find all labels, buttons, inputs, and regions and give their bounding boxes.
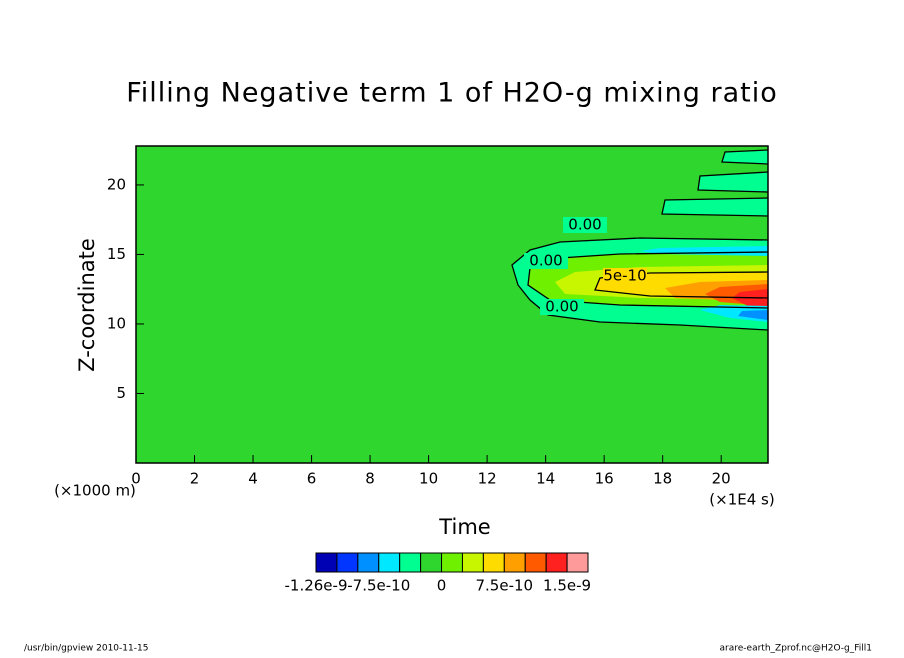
contour-line bbox=[661, 149, 769, 217]
contour-label-bg bbox=[524, 253, 568, 269]
colorbar-tick-label: -1.26e-9 bbox=[285, 577, 348, 595]
colorbar-tick-label: 1.5e-9 bbox=[543, 577, 591, 595]
colorbar-box bbox=[336, 552, 359, 573]
colorbar-tick-label: 7.5e-10 bbox=[476, 577, 534, 595]
colorbar-tick-label: 0 bbox=[437, 577, 447, 595]
colorbar-box bbox=[524, 552, 547, 573]
colorbar-box bbox=[399, 552, 422, 573]
colorbar-box bbox=[503, 552, 526, 573]
contour-fill bbox=[700, 305, 768, 322]
x-tick-label: 16 bbox=[595, 470, 614, 488]
x-tick-label: 10 bbox=[419, 470, 438, 488]
contour-line bbox=[594, 271, 769, 299]
contour-line bbox=[511, 237, 769, 331]
colorbar-box bbox=[482, 552, 505, 573]
chart-title: Filling Negative term 1 of H2O-g mixing … bbox=[126, 78, 778, 109]
contour-line bbox=[527, 251, 769, 309]
x-axis-unit: (×1E4 s) bbox=[709, 491, 774, 509]
contour-fill bbox=[738, 310, 768, 320]
y-tick-label: 5 bbox=[116, 384, 126, 402]
contour-label: 0.00 bbox=[545, 298, 578, 316]
y-axis-label: Z-coordinate bbox=[75, 238, 99, 372]
colorbar-box bbox=[357, 552, 380, 573]
contour-label-bg bbox=[563, 217, 607, 233]
colorbar-box bbox=[378, 552, 401, 573]
contour-label: 0.00 bbox=[529, 252, 562, 270]
footer-left: /usr/bin/gpview 2010-11-15 bbox=[24, 644, 148, 654]
footer-right: arare-earth_Zprof.nc@H2O-g_Fill1 bbox=[720, 644, 872, 654]
x-tick-label: 18 bbox=[653, 470, 672, 488]
y-tick-label: 10 bbox=[107, 314, 126, 332]
contour-fill bbox=[732, 289, 768, 310]
colorbar-box bbox=[420, 552, 443, 573]
x-tick-label: 6 bbox=[307, 470, 317, 488]
x-tick-label: 8 bbox=[365, 470, 375, 488]
colorbar-box bbox=[441, 552, 463, 573]
contour-label: 0.00 bbox=[568, 216, 601, 234]
y-tick-label: 15 bbox=[107, 245, 126, 263]
colorbar-box bbox=[461, 552, 484, 573]
x-axis-label: Time bbox=[438, 515, 490, 539]
colorbar-box bbox=[566, 552, 589, 573]
contour-fill bbox=[662, 150, 768, 216]
y-tick-label: 20 bbox=[107, 175, 126, 193]
y-axis-unit: (×1000 m) bbox=[54, 482, 136, 500]
plot-frame bbox=[135, 145, 769, 464]
colorbar-tick-label: -7.5e-10 bbox=[347, 577, 410, 595]
x-tick-label: 2 bbox=[190, 470, 200, 488]
x-tick-label: 14 bbox=[536, 470, 555, 488]
colorbar-box bbox=[315, 552, 338, 573]
x-tick-label: 4 bbox=[248, 470, 258, 488]
x-tick-label: 0 bbox=[131, 470, 141, 488]
contour-label: 5e-10 bbox=[603, 267, 646, 285]
colorbar-box bbox=[545, 552, 568, 573]
contour-label-bg bbox=[540, 299, 584, 315]
x-tick-label: 12 bbox=[478, 470, 497, 488]
x-tick-label: 20 bbox=[712, 470, 731, 488]
contour-label-bg bbox=[603, 268, 647, 284]
